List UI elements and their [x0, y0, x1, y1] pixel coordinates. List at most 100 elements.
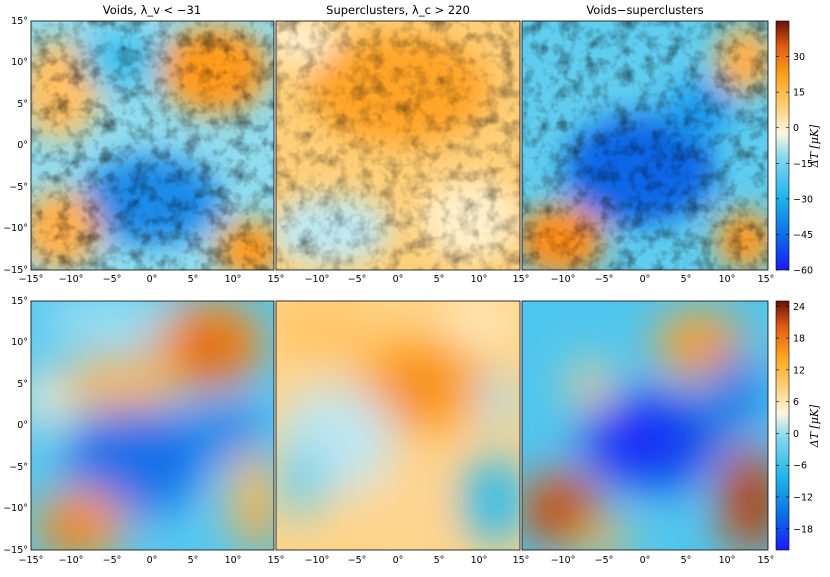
x-tick-label: 15° — [513, 274, 530, 285]
colorbar-tick-label: 15 — [793, 88, 805, 99]
frame-top-superclusters — [275, 20, 521, 271]
y-tick-label: 0° — [17, 420, 28, 431]
x-tick-label: 15° — [513, 555, 530, 566]
colorbar-tick-label: −18 — [793, 524, 813, 535]
x-tick-label: 15° — [758, 555, 775, 566]
x-ticks-bottom-3: −10° −5° 0° 5° 10° 15° — [551, 555, 775, 566]
x-ticks-bottom: −15° −10° −5° 0° 5° 10° 15° — [19, 555, 285, 566]
x-tick-label: −10° — [305, 274, 330, 285]
y-tick-label: −10° — [3, 503, 28, 514]
x-ticks-top-2: −10° −5° 0° 5° 10° 15° — [305, 274, 530, 285]
x-tick-label: 15° — [268, 274, 285, 285]
x-tick-label: 0° — [393, 555, 404, 566]
x-tick-label: 5° — [434, 274, 445, 285]
x-tick-label: 0° — [393, 274, 404, 285]
heatmap-bottom-voids — [31, 301, 274, 550]
y-tick-label: −5° — [9, 182, 28, 193]
x-ticks-bottom-2: −10° −5° 0° 5° 10° 15° — [305, 555, 530, 566]
x-ticks-top-3: −10° −5° 0° 5° 10° 15° — [551, 274, 775, 285]
colorbar-top-label: ΔT [μK] — [808, 124, 821, 168]
x-tick-label: −5° — [103, 555, 122, 566]
heatmap-top-difference — [522, 21, 768, 270]
colorbar-bottom-ticks: 24 18 12 6 0 −6 −12 −18 — [776, 302, 813, 535]
colorbar-tick-label: 12 — [793, 365, 805, 376]
y-ticks-bottom: 15° 10° 5° 0° −5° −10° −15° — [3, 296, 28, 556]
y-tick-label: 10° — [11, 57, 28, 68]
x-tick-label: −5° — [348, 555, 367, 566]
bottom-row: 15° 10° 5° 0° −5° −10° −15° −15° −10° −5… — [3, 296, 821, 566]
colorbar-top-gradient — [775, 20, 790, 271]
x-tick-label: −10° — [551, 274, 576, 285]
x-tick-label: −5° — [595, 555, 614, 566]
colorbar-tick-label: −6 — [793, 461, 807, 472]
top-row: Voids, λ_v < −31 Superclusters, λ_c > 22… — [3, 3, 821, 285]
x-tick-label: 0° — [640, 555, 651, 566]
colorbar-tick-label: −45 — [793, 230, 813, 241]
panel-title-difference: Voids−superclusters — [586, 3, 703, 17]
x-tick-label: −15° — [19, 274, 44, 285]
y-tick-label: 5° — [17, 379, 28, 390]
colorbar-tick-label: 24 — [793, 302, 805, 313]
heatmap-bottom-difference — [522, 301, 768, 550]
colorbar-tick-label: 30 — [793, 52, 805, 63]
x-tick-label: 5° — [681, 274, 692, 285]
y-tick-label: 0° — [17, 140, 28, 151]
colorbar-bottom: 24 18 12 6 0 −6 −12 −18 ΔT [μK] — [775, 300, 821, 551]
x-tick-label: −10° — [59, 274, 84, 285]
x-tick-label: 5° — [188, 274, 199, 285]
heatmap-top-superclusters — [276, 21, 520, 270]
colorbar-tick-label: 0 — [793, 429, 799, 440]
x-tick-label: 10° — [471, 274, 488, 285]
y-tick-label: 10° — [11, 337, 28, 348]
x-tick-label: 10° — [471, 555, 488, 566]
colorbar-tick-label: −60 — [793, 266, 813, 277]
frame-top-voids — [30, 20, 275, 271]
colorbar-tick-label: 6 — [793, 397, 799, 408]
frame-bottom-superclusters — [275, 300, 521, 551]
y-tick-label: −5° — [9, 462, 28, 473]
x-ticks-top: −15° −10° −5° 0° 5° 10° 15° — [19, 274, 285, 285]
heatmap-bottom-superclusters — [276, 301, 520, 550]
x-tick-label: −15° — [19, 555, 44, 566]
x-tick-label: 15° — [758, 274, 775, 285]
x-tick-label: −5° — [348, 274, 367, 285]
frame-bottom-difference — [521, 300, 769, 551]
x-tick-label: 0° — [640, 274, 651, 285]
colorbar-tick-label: −12 — [793, 493, 813, 504]
colorbar-tick-label: 0 — [793, 123, 799, 134]
x-tick-label: 5° — [434, 555, 445, 566]
x-tick-label: 10° — [719, 555, 736, 566]
colorbar-top: 30 15 0 −15 −30 −45 −60 ΔT [μK] — [775, 20, 821, 277]
x-tick-label: −10° — [59, 555, 84, 566]
frame-top-difference — [521, 20, 769, 271]
panel-title-superclusters: Superclusters, λ_c > 220 — [326, 3, 470, 17]
x-tick-label: −5° — [595, 274, 614, 285]
y-ticks-top: 15° 10° 5° 0° −5° −10° −15° — [3, 16, 28, 276]
frame-bottom-voids — [30, 300, 275, 551]
x-tick-label: −10° — [551, 555, 576, 566]
colorbar-tick-label: 18 — [793, 334, 805, 345]
x-tick-label: 15° — [268, 555, 285, 566]
x-tick-label: 0° — [147, 555, 158, 566]
heatmap-top-voids — [31, 21, 274, 270]
y-tick-label: −10° — [3, 223, 28, 234]
panel-title-voids: Voids, λ_v < −31 — [103, 3, 201, 17]
y-tick-label: 15° — [11, 296, 28, 307]
x-tick-label: 0° — [147, 274, 158, 285]
x-tick-label: 5° — [188, 555, 199, 566]
y-tick-label: −15° — [3, 545, 28, 556]
colorbar-tick-label: −30 — [793, 194, 813, 205]
y-tick-label: −15° — [3, 265, 28, 276]
colorbar-bottom-gradient — [775, 300, 790, 551]
y-tick-label: 5° — [17, 99, 28, 110]
x-tick-label: −10° — [305, 555, 330, 566]
y-tick-label: 15° — [11, 16, 28, 27]
colorbar-bottom-label: ΔT [μK] — [808, 404, 821, 448]
x-tick-label: −5° — [103, 274, 122, 285]
x-tick-label: 10° — [225, 555, 242, 566]
colorbar-tick-label: −15 — [793, 159, 813, 170]
colorbar-top-ticks: 30 15 0 −15 −30 −45 −60 — [776, 52, 813, 277]
x-tick-label: 5° — [681, 555, 692, 566]
x-tick-label: 10° — [225, 274, 242, 285]
